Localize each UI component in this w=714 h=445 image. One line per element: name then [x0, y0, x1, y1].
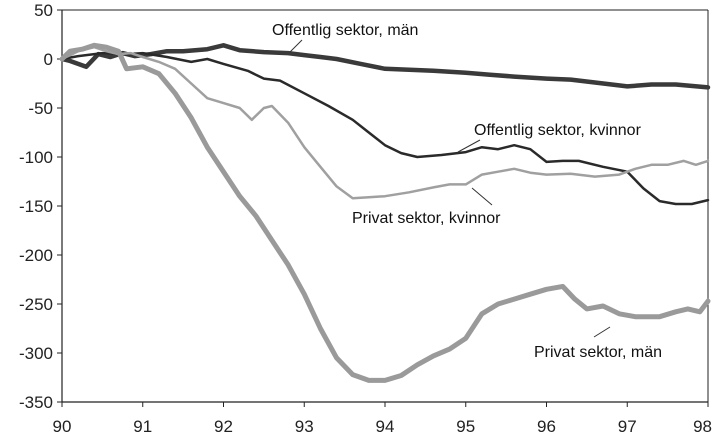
x-tick-label: 93 — [295, 417, 314, 436]
x-tick-label: 91 — [133, 417, 152, 436]
series-line-0 — [59, 43, 711, 90]
y-axis: 50 0 -50 -100 -150 -200 -250 -300 -350 — [19, 1, 62, 412]
series-annotation-label: Privat sektor, kvinnor — [352, 210, 501, 227]
y-tick-label: -350 — [19, 393, 53, 412]
series-lines — [59, 42, 711, 383]
y-tick-label: -250 — [19, 295, 53, 314]
series-annotation-label: Offentlig sektor, kvinnor — [474, 122, 642, 139]
series-line-2 — [60, 45, 710, 200]
x-tick-label: 98 — [693, 417, 712, 436]
y-tick-label: 0 — [44, 50, 53, 69]
annotation-leader-line — [457, 139, 481, 153]
y-tick-label: -300 — [19, 344, 53, 363]
annotation-leader-line — [471, 187, 493, 206]
series-annotation-label: Privat sektor, män — [534, 344, 662, 361]
annotation-leader-line — [289, 39, 303, 53]
series-line-1 — [60, 51, 710, 206]
series-line-3 — [59, 42, 711, 383]
annotation-leader-line — [593, 326, 611, 338]
y-tick-label: -150 — [19, 197, 53, 216]
x-axis: 90 91 92 93 94 95 96 97 98 — [53, 402, 712, 436]
x-tick-label: 90 — [53, 417, 72, 436]
x-tick-label: 94 — [376, 417, 395, 436]
series-annotations: Offentlig sektor, män Offentlig sektor, k… — [272, 22, 662, 361]
x-tick-label: 97 — [618, 417, 637, 436]
y-tick-label: -200 — [19, 246, 53, 265]
series-annotation-label: Offentlig sektor, män — [272, 22, 418, 39]
y-tick-label: 50 — [34, 1, 53, 20]
x-tick-label: 95 — [456, 417, 475, 436]
y-tick-label: -50 — [28, 99, 53, 118]
y-tick-label: -100 — [19, 148, 53, 167]
x-tick-label: 96 — [537, 417, 556, 436]
x-tick-label: 92 — [214, 417, 233, 436]
